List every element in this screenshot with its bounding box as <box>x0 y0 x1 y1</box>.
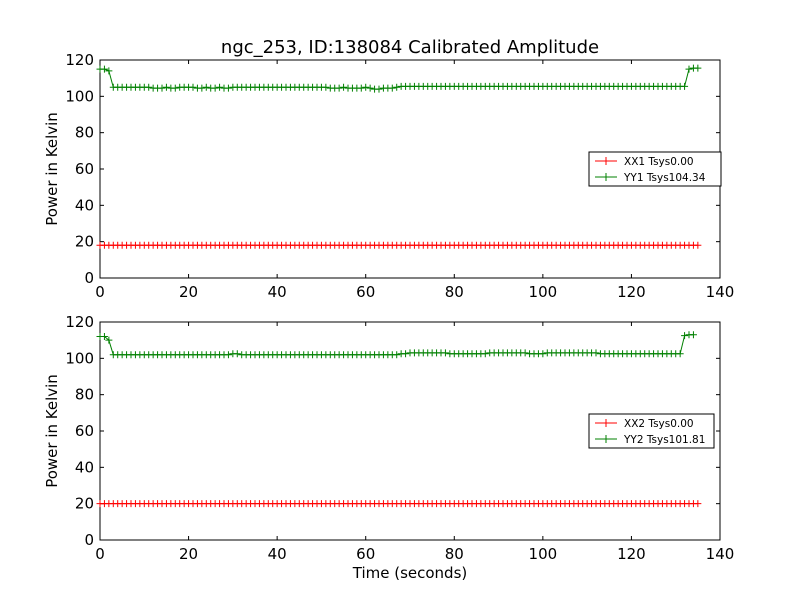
x-tick-label: 0 <box>95 545 105 563</box>
y-tick-label: 0 <box>84 269 94 287</box>
data-point <box>521 349 529 357</box>
data-point <box>685 65 693 73</box>
x-tick-label: 120 <box>617 283 646 301</box>
y-tick-label: 80 <box>75 386 94 404</box>
x-axis-label: Time (seconds) <box>352 564 468 582</box>
legend-label: XX1 Tsys0.00 <box>624 156 694 168</box>
data-point <box>198 84 206 92</box>
data-point <box>158 84 166 92</box>
y-tick-label: 100 <box>65 349 94 367</box>
y-axis-label: Power in Kelvin <box>43 374 61 488</box>
series-yy1 <box>96 64 702 93</box>
data-point <box>375 85 383 93</box>
y-tick-label: 60 <box>75 160 94 178</box>
data-point <box>335 84 343 92</box>
y-tick-label: 120 <box>65 51 94 69</box>
x-tick-label: 40 <box>268 283 287 301</box>
data-point <box>233 350 241 358</box>
legend-marker <box>602 435 610 443</box>
data-point <box>694 64 702 72</box>
data-point <box>393 83 401 91</box>
x-tick-label: 100 <box>529 545 558 563</box>
legend-label: YY1 Tsys104.34 <box>623 172 706 184</box>
data-point <box>694 500 702 508</box>
data-point <box>694 241 702 249</box>
data-point <box>100 65 108 73</box>
legend-item: YY2 Tsys101.81 <box>595 434 705 446</box>
data-point <box>322 83 330 91</box>
data-point <box>105 67 113 75</box>
data-point <box>362 83 370 91</box>
data-point <box>357 84 365 92</box>
data-point <box>211 84 219 92</box>
data-point <box>224 84 232 92</box>
data-point <box>340 83 348 91</box>
y-tick-label: 120 <box>65 313 94 331</box>
y-tick-label: 40 <box>75 458 94 476</box>
x-tick-label: 60 <box>356 545 375 563</box>
x-tick-label: 100 <box>529 283 558 301</box>
y-tick-label: 100 <box>65 87 94 105</box>
x-tick-label: 60 <box>356 283 375 301</box>
y-tick-label: 0 <box>84 531 94 549</box>
data-point <box>189 83 197 91</box>
data-point <box>393 351 401 359</box>
legend-box <box>588 151 722 187</box>
data-point <box>202 83 210 91</box>
chart-panels: 0 20 40 60 80 100 120 140 0 20 40 60 80 100 120 Power i… <box>43 51 734 582</box>
data-point <box>402 350 410 358</box>
data-point <box>224 351 232 359</box>
series-xx2 <box>96 500 702 508</box>
legend-marker <box>602 173 610 181</box>
y-tick-label: 80 <box>75 124 94 142</box>
series-yy2 <box>96 331 697 359</box>
y-tick-label: 60 <box>75 422 94 440</box>
y-tick-label: 20 <box>75 233 94 251</box>
data-point <box>689 331 697 339</box>
data-point <box>681 332 689 340</box>
data-point <box>481 350 489 358</box>
x-tick-label: 0 <box>95 283 105 301</box>
data-point <box>216 83 224 91</box>
legend-marker <box>602 419 610 427</box>
data-point <box>676 350 684 358</box>
series-xx1 <box>96 241 702 249</box>
legend-label: XX2 Tsys0.00 <box>624 418 694 430</box>
legend: XX2 Tsys0.00 YY2 Tsys101.81 <box>588 413 715 449</box>
legend-box <box>588 413 715 449</box>
data-point <box>388 84 396 92</box>
chart-panel-1: 0 20 40 60 80 100 120 140 0 20 40 60 80 100 120 Power i… <box>43 51 734 301</box>
x-tick-label: 80 <box>445 283 464 301</box>
data-point <box>681 82 689 90</box>
y-axis-label: Power in Kelvin <box>43 112 61 226</box>
legend-label: YY2 Tsys101.81 <box>623 434 705 446</box>
x-tick-label: 140 <box>706 545 735 563</box>
chart-panel-2: 0 20 40 60 80 100 120 140 0 20 40 60 80 100 120 Power i… <box>43 313 734 582</box>
legend-marker <box>602 157 610 165</box>
data-point <box>145 83 153 91</box>
x-tick-label: 80 <box>445 545 464 563</box>
data-point <box>105 336 113 344</box>
x-tick-label: 20 <box>179 545 198 563</box>
data-point <box>162 83 170 91</box>
x-tick-label: 20 <box>179 283 198 301</box>
legend-item: YY1 Tsys104.34 <box>595 172 706 184</box>
data-point <box>366 84 374 92</box>
figure-title: ngc_253, ID:138084 Calibrated Amplitude <box>221 37 599 58</box>
data-point <box>100 333 108 341</box>
legend-item: XX1 Tsys0.00 <box>595 156 694 168</box>
data-point <box>592 349 600 357</box>
x-tick-label: 40 <box>268 545 287 563</box>
x-tick-label: 140 <box>706 283 735 301</box>
legend-item: XX2 Tsys0.00 <box>595 418 694 430</box>
y-tick-label: 40 <box>75 196 94 214</box>
data-point <box>441 349 449 357</box>
data-point <box>171 84 179 92</box>
x-tick-label: 120 <box>617 545 646 563</box>
legend: XX1 Tsys0.00 YY1 Tsys104.34 <box>588 151 722 187</box>
data-point <box>539 350 547 358</box>
y-tick-label: 20 <box>75 495 94 513</box>
